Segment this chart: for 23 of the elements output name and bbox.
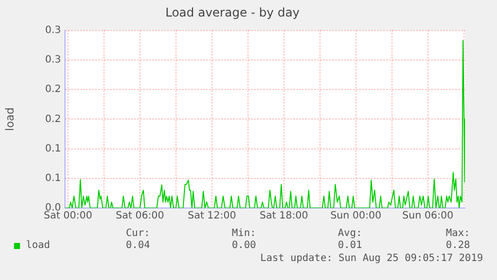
x-tick-label: Sun 00:00 bbox=[330, 210, 382, 222]
text: Last update: Sun Aug 25 09:05:17 2019 bbox=[260, 253, 483, 264]
legend-label: load bbox=[26, 240, 50, 251]
text: Min: bbox=[232, 228, 256, 239]
y-axis-title: load bbox=[3, 107, 16, 131]
y-tick-label: 0.1 bbox=[45, 143, 61, 154]
y-tick-label: 0.3 bbox=[45, 54, 61, 66]
text: Cur: bbox=[126, 228, 150, 239]
y-tick-label: 0.3 bbox=[45, 24, 61, 36]
x-tick-label: Sat 12:00 bbox=[188, 210, 236, 222]
text: 0.04 bbox=[126, 240, 150, 251]
x-tick-label: Sat 06:00 bbox=[116, 210, 164, 222]
y-tick-label: 0.2 bbox=[45, 114, 61, 125]
chart-title: Load average - by day bbox=[165, 5, 300, 20]
text: Max: bbox=[446, 228, 470, 239]
y-tick-label: 0.2 bbox=[45, 84, 61, 96]
x-tick-label: Sat 18:00 bbox=[260, 210, 308, 222]
text: 0.00 bbox=[232, 240, 256, 251]
text: Avg: bbox=[338, 228, 362, 239]
x-tick-label: Sun 06:00 bbox=[402, 210, 454, 222]
text: 0.28 bbox=[446, 240, 470, 251]
text: 0.01 bbox=[338, 240, 362, 251]
y-tick-label: 0.1 bbox=[45, 172, 61, 184]
